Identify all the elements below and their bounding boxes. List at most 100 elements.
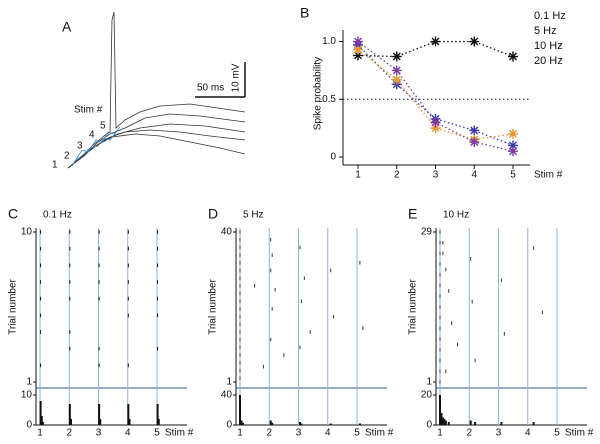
- histogram-bar: [98, 404, 101, 425]
- trace: [73, 129, 119, 163]
- marker: [391, 74, 402, 85]
- histogram-bar: [469, 420, 472, 425]
- histogram-bar: [447, 422, 450, 425]
- y-tick-label: 10: [21, 227, 33, 238]
- histogram-bar: [239, 395, 241, 425]
- panel-label: C: [8, 206, 18, 222]
- histogram-bar: [70, 419, 73, 425]
- histogram-bar: [444, 420, 447, 425]
- x-tick-label: 5: [154, 428, 160, 439]
- marker: [353, 44, 363, 55]
- panel-label: B: [300, 5, 309, 21]
- x-tick-label: 5: [510, 170, 516, 181]
- stim-number: 3: [77, 141, 83, 152]
- marker: [391, 51, 402, 62]
- x-tick-label: 1: [37, 428, 43, 439]
- scale-label: 50 ms: [197, 83, 224, 94]
- trace: [71, 126, 121, 167]
- histogram-bar: [40, 416, 43, 425]
- marker: [508, 128, 518, 139]
- marker: [430, 123, 441, 134]
- stim-traces: [71, 126, 121, 167]
- histogram-bar: [500, 422, 503, 425]
- x-tick-label: 1: [437, 428, 443, 439]
- x-tick-label: 3: [496, 428, 502, 439]
- stim-number: 4: [89, 130, 95, 141]
- series-line: [357, 44, 514, 147]
- y-tick-label: 0: [330, 152, 336, 163]
- y-tick-label: 0: [226, 420, 232, 431]
- y-tick-label: 0: [426, 420, 432, 431]
- stim-number: 2: [64, 151, 70, 162]
- stim-label: Stim #: [74, 105, 103, 116]
- histogram-bar: [298, 422, 301, 425]
- y-tick-label: 1.0: [322, 36, 336, 47]
- histogram-bar: [443, 419, 446, 425]
- histogram-bar: [240, 420, 243, 425]
- y-tick-label: 1: [226, 377, 232, 388]
- histogram-bar: [358, 423, 361, 425]
- stim-number: 5: [100, 121, 106, 132]
- histogram-bar: [157, 419, 160, 425]
- marker: [469, 36, 480, 47]
- marker: [469, 136, 480, 147]
- x-axis-label: Stim #: [365, 428, 394, 439]
- histogram-bar: [532, 422, 535, 425]
- x-tick-label: 1: [355, 170, 361, 181]
- x-tick-label: 4: [471, 170, 477, 181]
- panel-label: A: [62, 19, 72, 35]
- marker: [469, 125, 480, 136]
- panel-title: 5 Hz: [243, 210, 264, 221]
- x-tick-label: 2: [466, 428, 472, 439]
- x-tick-label: 2: [266, 428, 272, 439]
- x-axis-label: Stim #: [534, 170, 563, 181]
- y-axis-label: Trial number: [8, 278, 19, 334]
- panel-label: E: [408, 206, 417, 222]
- histogram-bar: [127, 404, 130, 425]
- y-tick-label: 10: [21, 390, 33, 401]
- x-tick-label: 5: [554, 428, 560, 439]
- marker: [391, 65, 402, 76]
- histogram-bar: [39, 401, 42, 425]
- x-tick-label: 2: [66, 428, 72, 439]
- series-line: [357, 49, 514, 141]
- y-tick-label: 1: [426, 377, 432, 388]
- histogram-bar: [439, 395, 441, 425]
- histogram-bar: [68, 404, 71, 425]
- x-tick-label: 1: [237, 428, 243, 439]
- x-tick-label: 3: [433, 170, 439, 181]
- x-tick-label: 3: [96, 428, 102, 439]
- histogram-bar: [441, 417, 444, 425]
- y-axis-label: Spike probability: [313, 57, 324, 130]
- stim-number: 1: [52, 160, 58, 171]
- histogram-bar: [128, 419, 131, 425]
- marker: [508, 51, 518, 62]
- legend-entry: 10 Hz: [534, 40, 563, 52]
- marker: [353, 36, 363, 47]
- histogram-bar: [156, 404, 159, 425]
- histogram-bar: [271, 422, 274, 425]
- y-axis-label: Trial number: [208, 278, 219, 334]
- trace: [67, 113, 246, 169]
- marker: [508, 140, 518, 151]
- x-axis-label: Stim #: [565, 428, 594, 439]
- marker: [508, 146, 518, 157]
- y-tick-label: 40: [221, 390, 233, 401]
- x-tick-label: 2: [394, 170, 400, 181]
- histogram-bar: [241, 422, 244, 425]
- marker: [353, 50, 363, 61]
- histogram-bar: [41, 422, 44, 425]
- x-tick-label: 4: [525, 428, 531, 439]
- x-tick-label: 4: [325, 428, 331, 439]
- panel-title: 0.1 Hz: [43, 210, 72, 221]
- trace: [67, 133, 246, 169]
- series-line: [357, 41, 514, 152]
- legend-entry: 20 Hz: [534, 55, 563, 67]
- x-axis-label: Stim #: [165, 428, 194, 439]
- x-tick-label: 5: [354, 428, 360, 439]
- legend-entry: 0.1 Hz: [534, 10, 566, 22]
- histogram-bar: [474, 422, 477, 425]
- y-tick-label: 0.5: [322, 94, 336, 105]
- scale-label: 10 mV: [231, 63, 242, 92]
- trace: [67, 129, 246, 169]
